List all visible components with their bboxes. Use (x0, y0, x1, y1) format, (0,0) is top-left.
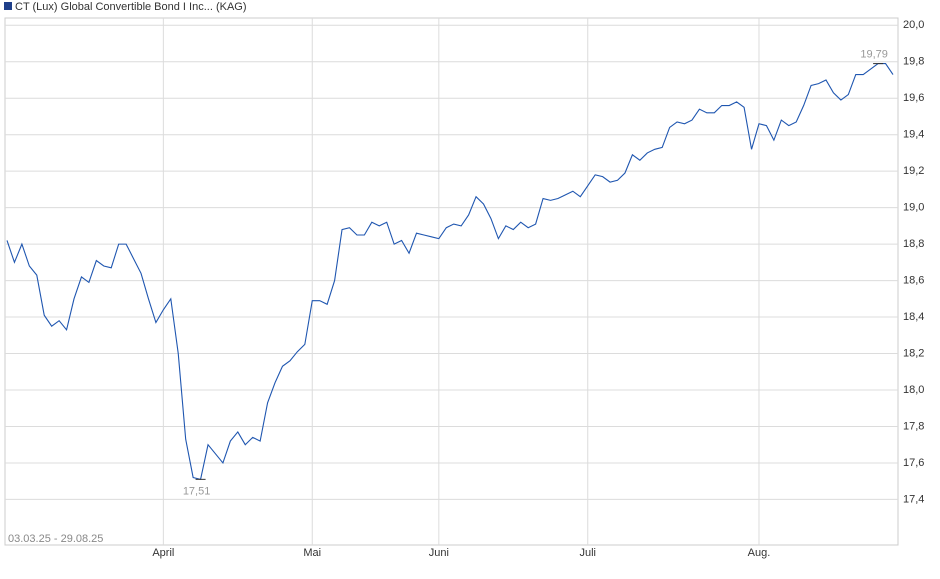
y-tick-label: 18,6 (903, 274, 924, 286)
y-tick-label: 17,6 (903, 457, 924, 469)
y-tick-label: 18,8 (903, 238, 924, 250)
x-axis-label: 03.03.25 - 29.08.25 (8, 533, 103, 545)
x-tick-label: Mai (303, 547, 321, 559)
legend-label: CT (Lux) Global Convertible Bond I Inc..… (15, 1, 247, 13)
y-tick-label: 18,4 (903, 311, 924, 323)
x-tick-label: Juli (579, 547, 596, 559)
y-tick-label: 17,8 (903, 420, 924, 432)
y-tick-label: 19,8 (903, 56, 924, 68)
y-tick-label: 19,4 (903, 129, 924, 141)
y-tick-label: 18,0 (903, 384, 924, 396)
line-series (6, 63, 894, 481)
y-tick-label: 18,2 (903, 347, 924, 359)
plot-frame (4, 17, 899, 546)
legend-swatch (4, 2, 12, 10)
x-tick-label: Juni (429, 547, 449, 559)
x-tick-label: Aug. (748, 547, 771, 559)
y-tick-label: 20,0 (903, 19, 924, 31)
y-tick-label: 19,2 (903, 165, 924, 177)
y-tick-label: 17,4 (903, 493, 924, 505)
value-label: 17,51 (183, 485, 211, 497)
x-tick-label: April (152, 547, 174, 559)
value-label: 19,79 (860, 48, 888, 60)
y-tick-label: 19,6 (903, 92, 924, 104)
y-tick-label: 19,0 (903, 202, 924, 214)
